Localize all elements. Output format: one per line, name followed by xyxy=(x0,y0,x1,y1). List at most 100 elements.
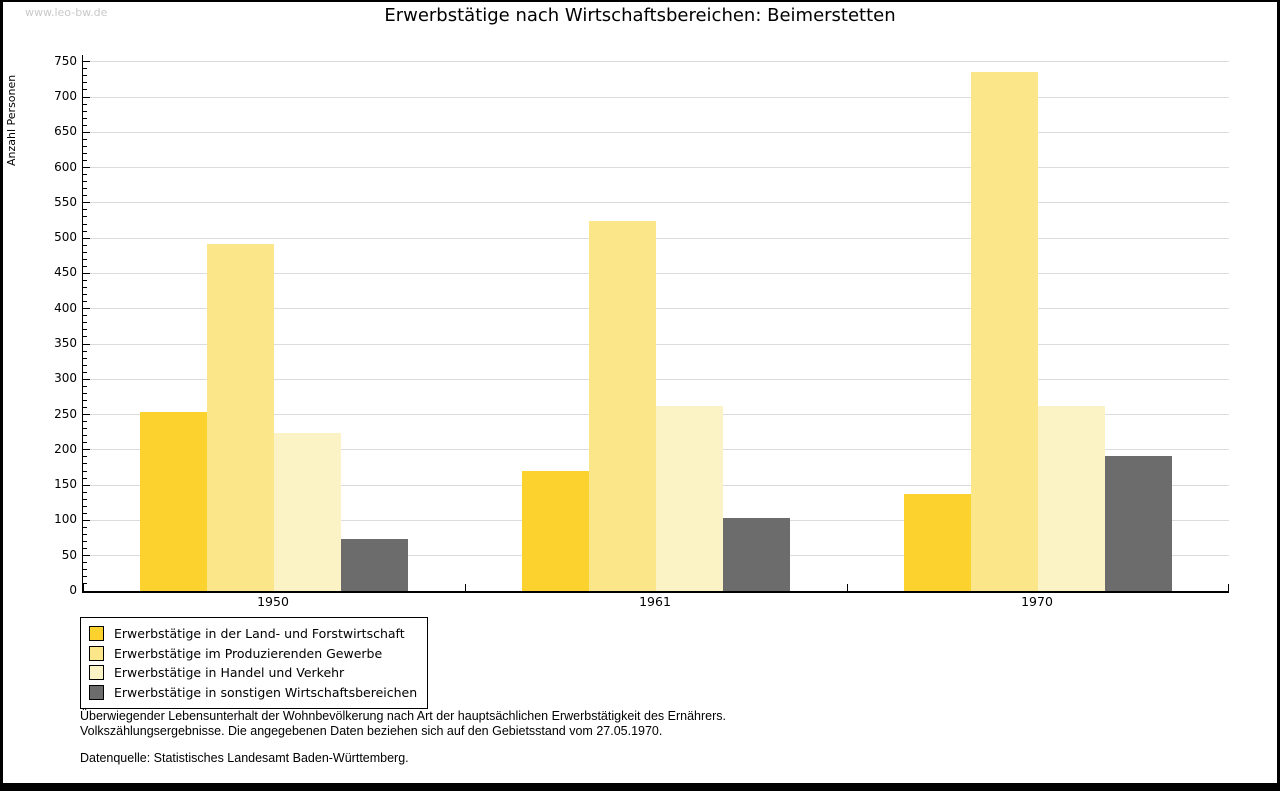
y-major-tick xyxy=(83,237,90,239)
y-minor-tick xyxy=(83,357,87,359)
y-tick-label-450: 450 xyxy=(54,265,77,280)
data-source-note: Datenquelle: Statistisches Landesamt Bad… xyxy=(80,751,409,765)
y-major-tick xyxy=(83,484,90,486)
y-minor-tick xyxy=(83,463,87,465)
legend-item-4: Erwerbstätige in sonstigen Wirtschaftsbe… xyxy=(89,683,417,703)
y-major-tick xyxy=(83,449,90,451)
y-minor-tick xyxy=(83,350,87,352)
y-major-tick xyxy=(83,96,90,98)
y-tick-label-750: 750 xyxy=(54,53,77,68)
y-major-tick xyxy=(83,308,90,310)
y-minor-tick xyxy=(83,569,87,571)
y-major-tick xyxy=(83,202,90,204)
x-tick-label-1970: 1970 xyxy=(1021,594,1053,609)
footer-notes: Überwiegender Lebensunterhalt der Wohnbe… xyxy=(80,709,726,766)
y-minor-tick xyxy=(83,442,87,444)
gridline-400 xyxy=(83,308,1229,310)
y-tick-label-550: 550 xyxy=(54,194,77,209)
bar-1961-series-3 xyxy=(656,406,723,591)
y-major-tick xyxy=(83,61,90,63)
y-tick-label-700: 700 xyxy=(54,88,77,103)
y-minor-tick xyxy=(83,407,87,409)
y-minor-tick xyxy=(83,209,87,211)
y-minor-tick xyxy=(83,181,87,183)
bar-1970-series-4 xyxy=(1105,456,1172,591)
y-minor-tick xyxy=(83,244,87,246)
y-axis-tick-labels: 0 50 100 150 200 250 300 350 400 450 500 550 600 650 7… xyxy=(39,53,77,597)
footer-note-line2: Volkszählungsergebnisse. Die angegebenen… xyxy=(80,723,663,738)
y-minor-tick xyxy=(83,512,87,514)
gridline-500 xyxy=(83,237,1229,239)
y-minor-tick xyxy=(83,498,87,500)
bar-1950-series-2 xyxy=(207,243,274,591)
y-minor-tick xyxy=(83,138,87,140)
y-minor-tick xyxy=(83,294,87,296)
y-minor-tick xyxy=(83,315,87,317)
y-minor-tick xyxy=(83,322,87,324)
y-major-tick xyxy=(83,519,90,521)
watermark-url: www.leo-bw.de xyxy=(25,6,108,19)
y-minor-tick xyxy=(83,583,87,585)
x-boundary-tick xyxy=(83,584,84,591)
y-tick-label-0: 0 xyxy=(69,583,77,597)
y-minor-tick xyxy=(83,456,87,458)
y-minor-tick xyxy=(83,399,87,401)
y-minor-tick xyxy=(83,301,87,303)
y-minor-tick xyxy=(83,117,87,119)
y-major-tick xyxy=(83,378,90,380)
y-minor-tick xyxy=(83,329,87,331)
y-minor-tick xyxy=(83,470,87,472)
y-minor-tick xyxy=(83,230,87,232)
y-minor-tick xyxy=(83,385,87,387)
y-minor-tick xyxy=(83,188,87,190)
y-tick-label-250: 250 xyxy=(54,406,77,421)
y-tick-label-50: 50 xyxy=(61,547,77,562)
y-tick-label-150: 150 xyxy=(54,477,77,492)
y-minor-tick xyxy=(83,428,87,430)
y-minor-tick xyxy=(83,548,87,550)
x-tick-label-1950: 1950 xyxy=(257,594,289,609)
y-tick-label-100: 100 xyxy=(54,512,77,527)
gridline-350 xyxy=(83,343,1229,345)
gridline-300 xyxy=(83,378,1229,380)
y-minor-tick xyxy=(83,75,87,77)
y-tick-label-500: 500 xyxy=(54,230,77,245)
bar-1961-series-1 xyxy=(522,471,589,591)
x-tick-label-1961: 1961 xyxy=(639,594,671,609)
y-minor-tick xyxy=(83,364,87,366)
y-minor-tick xyxy=(83,160,87,162)
y-minor-tick xyxy=(83,541,87,543)
y-axis-title: Anzahl Personen xyxy=(5,74,18,166)
gridline-600 xyxy=(83,167,1229,169)
y-minor-tick xyxy=(83,103,87,105)
y-minor-tick xyxy=(83,287,87,289)
y-tick-label-350: 350 xyxy=(54,335,77,350)
legend-swatch-4 xyxy=(89,684,104,700)
legend-label-2: Erwerbstätige im Produzierenden Gewerbe xyxy=(114,645,383,661)
legend-swatch-3 xyxy=(89,665,104,681)
gridline-750 xyxy=(83,61,1229,63)
gridline-450 xyxy=(83,272,1229,274)
bar-1970-series-3 xyxy=(1038,406,1105,591)
y-minor-tick xyxy=(83,526,87,528)
y-minor-tick xyxy=(83,562,87,564)
y-tick-label-400: 400 xyxy=(54,300,77,315)
legend-swatch-2 xyxy=(89,645,104,661)
y-minor-tick xyxy=(83,110,87,112)
y-minor-tick xyxy=(83,279,87,281)
chart-title: Erwerbstätige nach Wirtschaftsbereichen:… xyxy=(384,5,896,26)
legend-item-2: Erwerbstätige im Produzierenden Gewerbe xyxy=(89,644,417,664)
y-minor-tick xyxy=(83,251,87,253)
y-major-tick xyxy=(83,414,90,416)
bar-1950-series-4 xyxy=(341,538,408,591)
y-minor-tick xyxy=(83,89,87,91)
y-minor-tick xyxy=(83,265,87,267)
y-minor-tick xyxy=(83,371,87,373)
bar-1950-series-3 xyxy=(274,432,341,591)
gridline-550 xyxy=(83,202,1229,204)
footer-note-line1: Überwiegender Lebensunterhalt der Wohnbe… xyxy=(80,709,726,723)
y-minor-tick xyxy=(83,435,87,437)
bar-1961-series-4 xyxy=(723,517,790,591)
y-minor-tick xyxy=(83,174,87,176)
